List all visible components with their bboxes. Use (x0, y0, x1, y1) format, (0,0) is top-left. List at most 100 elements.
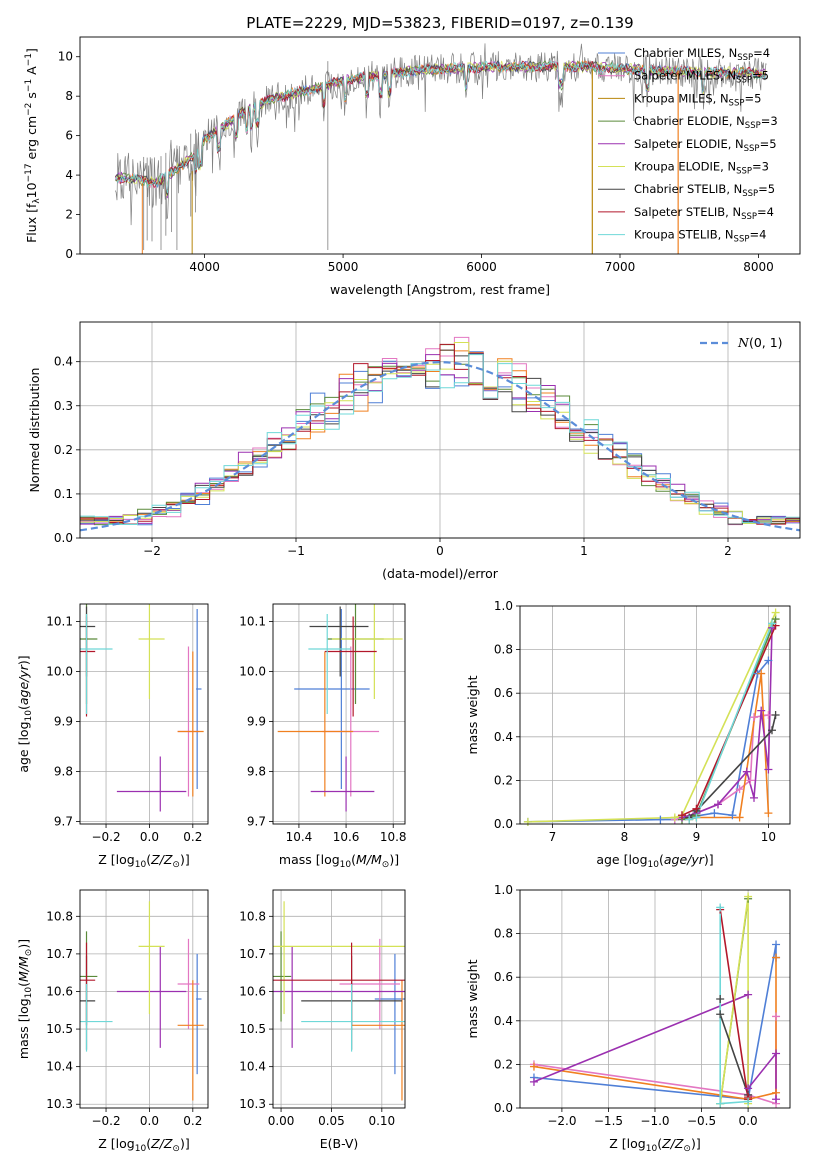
axes-4: 10.4 10.6 10.8 9.7 9.8 9.9 10.0 10.1 mass [log10… (239, 603, 407, 870)
axes-frame (79, 321, 801, 539)
plot-area (533, 896, 777, 1105)
x-tick-label: −1 (287, 544, 305, 558)
legend-label: Kroupa MILES, NSSP=5 (634, 91, 761, 108)
y-tick-label: 10.4 (239, 1060, 266, 1074)
x-tick-label: 8000 (743, 260, 774, 274)
y-tick-label: 0.8 (494, 927, 513, 941)
plot-area (273, 901, 405, 1101)
y-tick-label: 0.0 (494, 1101, 513, 1115)
legend-label: Chabrier ELODIE, NSSP=3 (634, 114, 778, 131)
weight-marker (716, 1010, 725, 1019)
weight-marker (757, 669, 766, 678)
x-axis-label: wavelength [Angstrom, rest frame] (330, 282, 550, 297)
y-axis-label: mass weight (465, 959, 480, 1038)
x-tick-label: 10.4 (286, 830, 313, 844)
y-tick-label: 9.8 (54, 765, 73, 779)
x-tick-label: 1 (580, 544, 588, 558)
plot-area (80, 336, 800, 532)
plot-area (277, 604, 403, 812)
x-tick-label: 5000 (328, 260, 359, 274)
y-tick-label: 10.6 (239, 984, 266, 998)
weight-line-salpeter-elodie (681, 627, 773, 819)
weight-marker (764, 656, 773, 665)
y-tick-label: 10.8 (239, 909, 266, 923)
y-tick-label: 10.7 (239, 947, 266, 961)
residual-hist-kroupa-stelib (80, 354, 800, 525)
legend-label: Salpeter ELODIE, NSSP=5 (634, 137, 777, 154)
x-tick-label: 7000 (605, 260, 636, 274)
weight-line-chabrier-stelib (688, 714, 777, 819)
y-tick-label: 1.0 (494, 599, 513, 613)
axes-frame (272, 603, 406, 825)
x-tick-label: 0 (436, 544, 444, 558)
weight-marker (656, 815, 665, 824)
x-axis-label: Z [log10(Z/Z⊙)] (609, 1136, 700, 1154)
residual-hist-chabrier-stelib (80, 349, 800, 525)
x-tick-label: 9 (693, 830, 701, 844)
y-tick-label: 0.6 (494, 686, 513, 700)
y-tick-label: 10 (58, 50, 73, 64)
weight-marker (714, 800, 722, 809)
weight-marker (757, 706, 766, 715)
weight-marker (716, 903, 725, 912)
y-tick-label: 10.5 (239, 1022, 266, 1036)
weight-marker (685, 815, 694, 824)
weight-marker (523, 817, 532, 826)
y-tick-label: 10.8 (46, 909, 73, 923)
observed-spectrum (114, 43, 767, 226)
weight-marker (529, 1062, 538, 1071)
y-tick-label: 0.2 (494, 1057, 513, 1071)
x-tick-label: 0.0 (739, 1114, 758, 1128)
x-tick-label: 7 (549, 830, 557, 844)
y-tick-label: 10.1 (239, 615, 266, 629)
x-tick-label: 2 (724, 544, 732, 558)
weight-marker (764, 809, 773, 818)
y-tick-label: 0.2 (494, 773, 513, 787)
y-tick-label: 0.2 (54, 443, 73, 457)
y-tick-label: 0 (65, 247, 73, 261)
axes-1: 4000 5000 6000 7000 8000 0 2 4 6 8 10 wavelength [A… (24, 36, 801, 297)
weight-marker (750, 793, 758, 802)
weight-marker (692, 813, 701, 822)
legend-label: Chabrier MILES, NSSP=4 (634, 46, 770, 63)
y-tick-label: 0.4 (54, 355, 73, 369)
axes-frame (79, 36, 801, 255)
x-axis-label: Z [log10(Z/Z⊙)] (98, 1136, 189, 1154)
weight-marker (744, 990, 753, 999)
y-tick-label: 9.8 (247, 765, 266, 779)
weight-marker (772, 1049, 781, 1058)
spectrum-title: PLATE=2229, MJD=53823, FIBERID=0197, z=0… (246, 14, 633, 32)
legend-label: Salpeter MILES, NSSP=5 (634, 69, 769, 86)
weight-marker (772, 940, 781, 949)
weight-marker (772, 1012, 781, 1021)
axes-3: −0.2 0.0 0.2 9.7 9.8 9.9 10.0 10.1 Z [log10(Z/Z⊙… (16, 603, 209, 870)
y-axis-label: Normed distribution (27, 368, 42, 493)
weight-marker (764, 711, 773, 719)
x-tick-label: 0.10 (368, 1114, 395, 1128)
model-fit-kroupa-stelib (114, 60, 767, 194)
x-tick-label: 0.05 (318, 1114, 345, 1128)
x-axis-label: mass [log10(M/M⊙)] (279, 852, 399, 870)
x-tick-label: −0.2 (91, 830, 120, 844)
weight-marker (764, 765, 773, 774)
x-tick-label: −1.0 (640, 1114, 669, 1128)
x-tick-label: −2 (143, 544, 161, 558)
legend-label: Kroupa ELODIE, NSSP=3 (634, 160, 769, 177)
y-tick-label: 0.0 (54, 531, 73, 545)
x-tick-label: 0.0 (140, 830, 159, 844)
plot-area (80, 604, 204, 812)
y-tick-label: 10.4 (46, 1060, 73, 1074)
y-tick-label: 0.1 (54, 487, 73, 501)
weight-marker (670, 813, 679, 822)
weight-marker (768, 726, 776, 735)
x-tick-label: 0.0 (140, 1114, 159, 1128)
y-axis-label: mass [log10(M/M⊙)] (16, 939, 34, 1059)
axes-6: −0.2 0.0 0.2 10.3 10.4 10.5 10.6 10.7 10.8 Z [log… (16, 889, 209, 1154)
weight-marker (716, 1099, 725, 1108)
weight-line-kroupa-miles (533, 957, 777, 1101)
x-tick-label: 10 (761, 830, 776, 844)
y-tick-label: 10.0 (239, 665, 266, 679)
y-tick-label: 0.4 (494, 730, 513, 744)
y-tick-label: 10.6 (46, 984, 73, 998)
